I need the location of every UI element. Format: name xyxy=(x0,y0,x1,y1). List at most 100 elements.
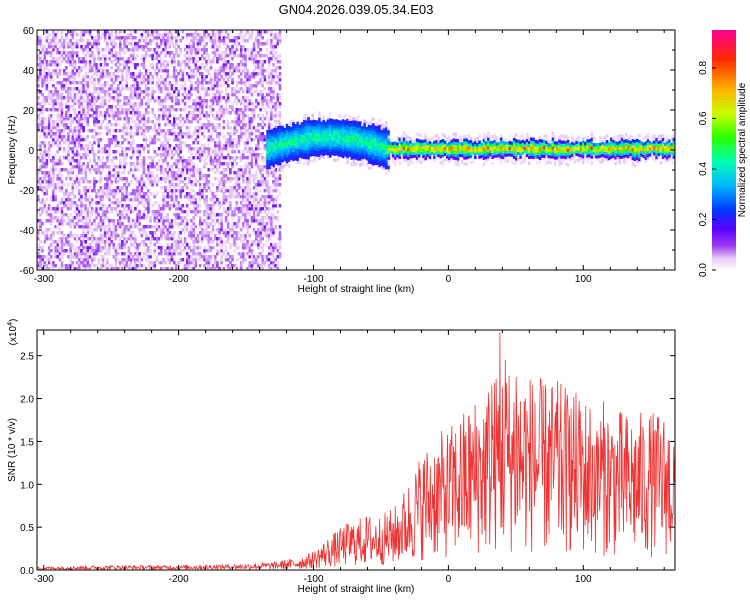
spectrogram-cell xyxy=(160,117,163,121)
spectrogram-cell xyxy=(239,234,243,238)
spectrogram-cell xyxy=(164,168,167,172)
spectrogram-cell xyxy=(121,231,124,235)
spectrogram-cell xyxy=(250,249,254,253)
spectrogram-cell xyxy=(267,264,271,268)
spectrogram-cell xyxy=(252,60,256,64)
spectrogram-cell xyxy=(190,120,193,124)
spectrogram-cell xyxy=(86,255,90,259)
spectrogram-cell xyxy=(39,60,42,64)
spectrogram-cell xyxy=(112,138,116,142)
spectrogram-cell xyxy=(73,237,77,241)
spectrogram-cell xyxy=(235,189,239,193)
spectrogram-cell xyxy=(95,123,98,127)
spectrogram-cell xyxy=(86,123,90,127)
spectrogram-cell xyxy=(47,228,51,232)
spectrogram-cell xyxy=(82,180,85,184)
spectrogram-cell xyxy=(261,201,264,205)
spectrogram-cell xyxy=(266,132,269,137)
spectrogram-cell xyxy=(166,258,170,262)
spectrogram-cell xyxy=(49,264,53,268)
spectrogram-cell xyxy=(248,108,252,112)
spectrogram-cell xyxy=(99,132,103,136)
spectrogram-cell xyxy=(242,69,245,73)
spectrogram-cell xyxy=(75,147,79,151)
spectrogram-cell xyxy=(224,198,228,202)
spectrogram-cell xyxy=(211,201,215,205)
spectrogram-cell xyxy=(252,126,256,130)
spectrogram-cell xyxy=(43,153,47,157)
spectrogram-cell xyxy=(222,162,226,166)
spectrogram-cell xyxy=(248,183,252,187)
spectrogram-cell xyxy=(265,30,269,34)
spectrogram-cell xyxy=(203,129,206,133)
spectrogram-cell xyxy=(106,72,109,76)
spectrogram-cell xyxy=(222,69,226,73)
spectrogram-cell xyxy=(99,90,103,94)
spectrogram-cell xyxy=(250,267,254,270)
spectrogram-cell xyxy=(62,135,66,139)
spectrogram-cell xyxy=(248,102,252,106)
spectrogram-cell xyxy=(116,123,120,127)
spectrogram-cell xyxy=(242,171,245,175)
spectrogram-cell xyxy=(54,210,57,214)
spectrogram-cell xyxy=(267,66,271,70)
spectrogram-cell xyxy=(136,150,139,154)
spectrogram-cell xyxy=(261,54,264,58)
spectrogram-cell xyxy=(129,156,133,160)
spectrogram-cell xyxy=(119,42,122,46)
spectrogram-cell xyxy=(162,201,165,205)
spectrogram-cell xyxy=(114,111,118,115)
spectrogram-cell xyxy=(173,252,176,256)
spectrogram-cell xyxy=(91,108,94,112)
spectrogram-cell xyxy=(155,48,159,52)
spectrogram-cell xyxy=(255,261,258,265)
spectrogram-cell xyxy=(220,204,223,208)
spectrogram-cell xyxy=(58,135,62,139)
spectrogram-cell xyxy=(278,33,282,37)
spectrogram-cell xyxy=(220,243,223,247)
spectrogram-cell xyxy=(203,48,206,52)
spectrogram-cell xyxy=(106,174,109,178)
spectrogram-cell xyxy=(242,258,245,262)
spectrogram-cell xyxy=(103,30,107,34)
spectrogram-cell xyxy=(181,132,185,136)
spectrogram-cell xyxy=(45,84,49,88)
spectrogram-cell xyxy=(229,189,232,193)
spectrogram-cell xyxy=(198,99,202,103)
spectrogram-cell xyxy=(88,33,92,37)
spectrogram-cell xyxy=(185,186,189,190)
spectrogram-cell xyxy=(119,39,122,43)
spectrogram-cell xyxy=(164,153,167,157)
spectrogram-cell xyxy=(278,246,282,250)
spectrogram-cell xyxy=(270,51,273,55)
spectrogram-cell xyxy=(185,228,189,232)
spectrogram-cell xyxy=(231,51,234,55)
spectrogram-cell xyxy=(103,210,107,214)
spectrogram-cell xyxy=(252,42,256,46)
spectrogram-cell xyxy=(190,168,193,172)
spectrogram-cell xyxy=(170,171,174,175)
spectrogram-cell xyxy=(147,90,150,94)
spectrogram-cell xyxy=(106,186,109,190)
spectrogram-cell xyxy=(211,99,215,103)
spectrogram-cell xyxy=(209,255,213,259)
spectrogram-cell xyxy=(47,60,51,64)
spectrogram-cell xyxy=(239,120,243,124)
spectrogram-cell xyxy=(198,57,202,61)
spectrogram-cell xyxy=(114,30,118,34)
spectrogram-cell xyxy=(110,174,113,178)
spectrogram-cell xyxy=(274,72,277,76)
spectrogram-cell xyxy=(45,258,49,262)
spectrogram-cell xyxy=(259,183,262,187)
spectrogram-cell xyxy=(261,174,264,178)
spectrogram-cell xyxy=(239,159,243,163)
spectrogram-cell xyxy=(157,114,161,118)
spectrogram-cell xyxy=(248,150,252,154)
spectrogram-cell xyxy=(45,255,49,259)
spectrogram-cell xyxy=(278,66,282,70)
spectrogram-cell xyxy=(157,78,161,82)
spectrogram-cell xyxy=(142,45,146,49)
spectrogram-cell xyxy=(192,228,195,232)
spectrogram-cell xyxy=(140,81,144,85)
spectrogram-cell xyxy=(267,90,271,94)
